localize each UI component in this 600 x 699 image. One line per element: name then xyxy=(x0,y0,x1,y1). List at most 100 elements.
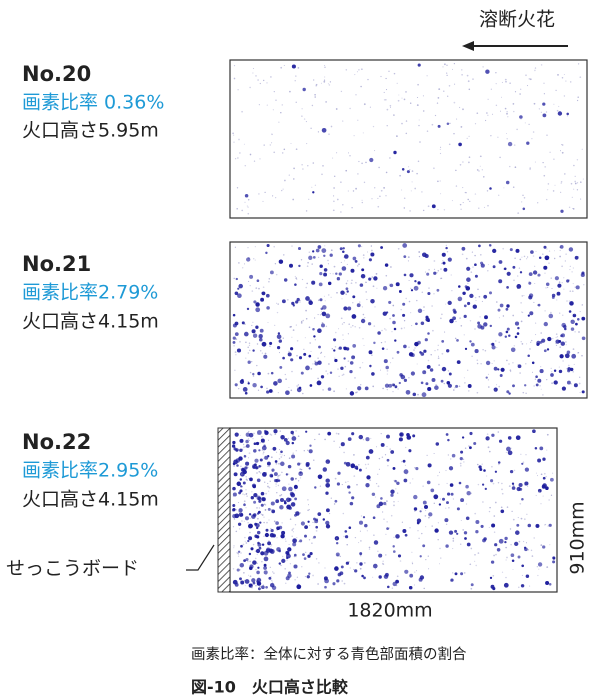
spark-dot xyxy=(340,290,344,294)
spark-dot xyxy=(365,464,367,466)
spark-dot xyxy=(286,576,290,580)
spark-dot xyxy=(249,561,251,563)
spark-dot xyxy=(505,577,506,578)
spark-dot xyxy=(341,91,342,92)
spark-dot xyxy=(569,247,573,251)
spark-dot xyxy=(507,506,509,508)
spark-dot xyxy=(261,504,264,507)
spark-dot xyxy=(250,154,252,156)
spark-dot xyxy=(495,554,497,556)
spark-dot xyxy=(447,122,450,125)
spark-dot xyxy=(266,294,270,298)
spark-dot xyxy=(376,288,377,289)
spark-dot xyxy=(242,493,243,494)
spark-dot xyxy=(234,370,235,371)
spark-dot xyxy=(266,390,269,393)
spark-dot xyxy=(365,387,369,391)
spark-dot xyxy=(336,542,338,544)
spark-dot xyxy=(363,132,364,133)
spark-dot xyxy=(520,454,521,455)
spark-dot xyxy=(521,321,523,323)
spark-dot xyxy=(275,263,276,264)
spark-dot xyxy=(354,569,357,572)
spark-dot xyxy=(255,75,256,76)
spark-dot xyxy=(282,152,284,154)
spark-dot xyxy=(521,564,524,567)
spark-dot xyxy=(422,392,427,397)
spark-dot xyxy=(479,468,482,471)
spark-dot xyxy=(355,260,358,263)
spark-dot xyxy=(262,449,264,451)
spark-dot xyxy=(497,137,498,138)
spark-dot xyxy=(580,392,581,393)
spark-dot xyxy=(316,249,320,253)
spark-dot xyxy=(438,522,439,523)
spark-dot xyxy=(257,430,262,435)
spark-dot xyxy=(266,388,268,390)
spark-dot xyxy=(573,283,574,284)
spark-dot xyxy=(450,483,454,487)
spark-dot xyxy=(411,552,412,553)
spark-dot xyxy=(542,485,546,489)
spark-dot xyxy=(369,158,373,162)
spark-dot xyxy=(458,285,461,288)
spark-dot xyxy=(502,248,504,250)
spark-dot xyxy=(291,529,293,531)
spark-dot xyxy=(354,377,356,379)
spark-dot xyxy=(258,337,259,338)
spark-dot xyxy=(409,574,413,578)
spark-dot xyxy=(573,267,574,268)
spark-dot xyxy=(525,393,526,394)
spark-dot xyxy=(245,507,246,508)
spark-dot xyxy=(493,515,495,517)
spark-dot xyxy=(289,174,290,175)
spark-dot xyxy=(503,187,504,188)
spark-dot xyxy=(519,503,521,505)
spark-dot xyxy=(336,292,338,294)
spark-dot xyxy=(325,492,328,495)
spark-dot xyxy=(434,453,435,454)
spark-dot xyxy=(314,96,316,98)
spark-dot xyxy=(379,469,380,470)
spark-dot xyxy=(298,435,300,437)
spark-dot xyxy=(459,317,461,319)
spark-dot xyxy=(501,506,503,508)
spark-dot xyxy=(403,345,407,349)
spark-dot xyxy=(436,272,437,273)
spark-dot xyxy=(299,539,302,542)
spark-dot xyxy=(540,341,543,344)
spark-dot xyxy=(543,246,546,249)
spark-dot xyxy=(296,102,297,103)
spark-dot xyxy=(519,93,521,95)
spark-dot xyxy=(248,352,249,353)
spark-dot xyxy=(514,542,518,546)
spark-dot xyxy=(368,278,371,281)
spark-dot xyxy=(566,279,569,282)
spark-dot xyxy=(460,164,462,166)
spark-dot xyxy=(374,325,376,327)
spark-dot xyxy=(263,448,264,449)
spark-dot xyxy=(467,138,468,139)
spark-dot xyxy=(321,248,326,253)
spark-dot xyxy=(412,170,414,172)
spark-dot xyxy=(235,351,237,353)
spark-dot xyxy=(469,340,471,342)
spark-dot xyxy=(250,518,251,519)
spark-dot xyxy=(377,331,381,335)
spark-dot xyxy=(264,570,268,574)
spark-dot xyxy=(440,147,441,148)
spark-dot xyxy=(408,166,409,167)
spark-dot xyxy=(246,542,248,544)
spark-dot xyxy=(357,265,359,267)
spark-dot xyxy=(397,351,400,354)
spark-dot xyxy=(529,586,530,587)
spark-dot xyxy=(312,575,314,577)
spark-dot xyxy=(459,386,461,388)
spark-dot xyxy=(304,535,307,538)
spark-dot xyxy=(487,433,489,435)
spark-dot xyxy=(537,459,541,463)
spark-dot xyxy=(542,545,545,548)
spark-dot xyxy=(295,556,297,558)
spark-dot xyxy=(531,295,533,297)
spark-dot xyxy=(442,262,445,265)
